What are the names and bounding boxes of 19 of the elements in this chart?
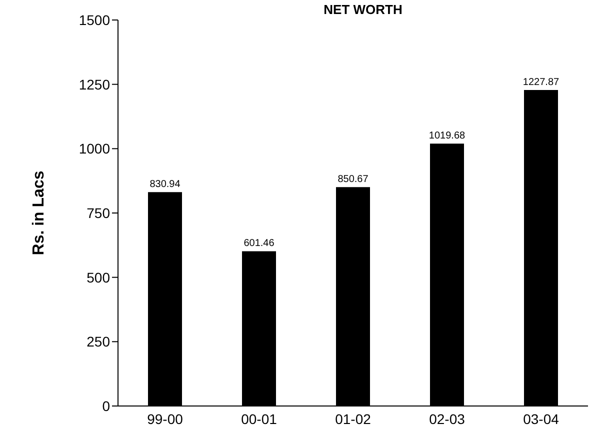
x-tick-label: 01-02 — [335, 410, 372, 427]
x-tick-label: 03-04 — [523, 410, 560, 427]
data-label: 601.46 — [244, 238, 275, 250]
y-tick-label: 1250 — [78, 76, 110, 92]
y-tick-label: 0 — [102, 398, 110, 414]
x-tick-label: 02-03 — [429, 410, 466, 427]
data-label: 830.94 — [150, 179, 181, 190]
y-tick-label: 1000 — [78, 140, 110, 157]
chart-title: NET WORTH — [322, 2, 404, 17]
data-label: 1227.87 — [522, 77, 560, 88]
y-tick-label: 1500 — [78, 12, 110, 28]
y-axis-title: Rs. in Lacs — [30, 170, 48, 256]
y-tick-label: 500 — [86, 269, 110, 286]
y-tick-label: 250 — [86, 334, 110, 350]
data-label: 1019.68 — [428, 130, 466, 142]
data-label: 850.67 — [338, 174, 369, 186]
x-tick-label: 99-00 — [147, 410, 184, 427]
y-tick-label: 750 — [86, 204, 110, 221]
x-tick-label: 00-01 — [241, 410, 278, 427]
